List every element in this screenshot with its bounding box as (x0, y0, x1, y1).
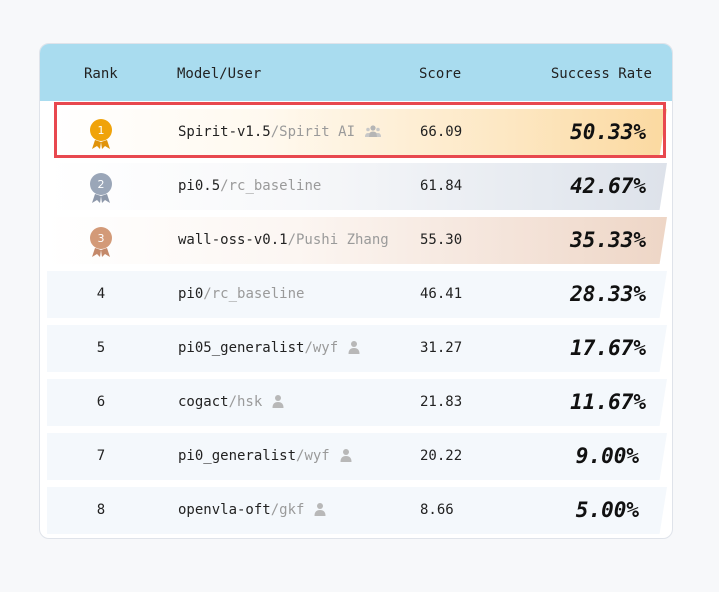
table-row[interactable]: 4 pi0/rc_baseline 46.41 28.33% (47, 271, 667, 318)
bronze-medal-icon: 3 (90, 227, 112, 257)
model-user-cell: openvla-oft/gkf (178, 487, 326, 534)
success-rate-cell: 42.67% (570, 174, 646, 198)
score-cell: 66.09 (420, 124, 463, 140)
svg-text:1: 1 (98, 124, 105, 137)
model-name[interactable]: wall-oss-v0.1 (178, 232, 288, 248)
rank-cell: 2 (47, 163, 155, 210)
person-icon (340, 448, 352, 462)
score-cell: 8.66 (420, 502, 454, 518)
user-name[interactable]: /hsk (228, 394, 263, 410)
model-name[interactable]: pi0 (178, 286, 204, 302)
score-cell: 55.30 (420, 232, 463, 248)
success-rate-cell: 50.33% (570, 120, 646, 144)
score-cell: 21.83 (420, 394, 463, 410)
table-row[interactable]: 8 openvla-oft/gkf 8.66 5.00% (47, 487, 667, 534)
person-icon (272, 394, 284, 408)
table-row[interactable]: 1 Spirit-v1.5/Spirit AI 66.09 50.33% (47, 109, 667, 156)
user-name[interactable]: /Spirit AI (270, 124, 356, 140)
user-name[interactable]: /rc_baseline (220, 178, 322, 194)
header-success-rate[interactable]: Success Rate (550, 66, 652, 82)
model-user-cell: cogact/hsk (178, 379, 284, 426)
success-rate-cell: 28.33% (570, 282, 646, 306)
score-cell: 61.84 (420, 178, 463, 194)
user-name[interactable]: /wyf (304, 340, 339, 356)
header-score[interactable]: Score (419, 66, 462, 82)
score-cell: 20.22 (420, 448, 463, 464)
model-user-cell: wall-oss-v0.1/Pushi Zhang (178, 217, 389, 264)
person-icon (314, 502, 326, 516)
model-name[interactable]: pi05_generalist (178, 340, 305, 356)
leaderboard-card: Rank Model/User Score Success Rate 1 Spi… (39, 43, 673, 539)
rank-cell: 1 (47, 109, 155, 156)
success-rate-cell: 11.67% (570, 390, 646, 414)
user-name[interactable]: /wyf (296, 448, 330, 464)
header-model-user[interactable]: Model/User (177, 66, 262, 82)
score-cell: 31.27 (420, 340, 463, 356)
table-row[interactable]: 2 pi0.5/rc_baseline 61.84 42.67% (47, 163, 667, 210)
rank-cell: 4 (96, 286, 106, 302)
table-row[interactable]: 7 pi0_generalist/wyf 20.22 9.00% (47, 433, 667, 480)
user-name[interactable]: /gkf (270, 502, 305, 518)
success-rate-cell: 9.00% (575, 444, 639, 468)
model-name[interactable]: Spirit-v1.5 (178, 124, 271, 140)
person-icon (348, 340, 360, 354)
table-row[interactable]: 5 pi05_generalist/wyf 31.27 17.67% (47, 325, 667, 372)
user-name[interactable]: /rc_baseline (203, 286, 305, 302)
rank-cell: 8 (96, 502, 106, 518)
silver-medal-icon: 2 (90, 173, 112, 203)
model-user-cell: pi0_generalist/wyf (178, 433, 352, 480)
gold-medal-icon: 1 (90, 119, 112, 149)
success-rate-cell: 35.33% (570, 228, 646, 252)
model-name[interactable]: pi0_generalist (178, 448, 297, 464)
header-rank[interactable]: Rank (84, 66, 118, 82)
table-row[interactable]: 6 cogact/hsk 21.83 11.67% (47, 379, 667, 426)
rank-cell: 3 (47, 217, 155, 264)
model-user-cell: pi0/rc_baseline (178, 271, 304, 318)
score-cell: 46.41 (420, 286, 463, 302)
success-rate-cell: 5.00% (575, 498, 639, 522)
rank-cell: 7 (96, 448, 106, 464)
user-name[interactable]: /Pushi Zhang (287, 232, 389, 248)
rank-cell: 6 (96, 394, 106, 410)
success-rate-cell: 17.67% (570, 336, 646, 360)
svg-text:3: 3 (98, 232, 105, 245)
group-icon (365, 124, 382, 137)
table-header: Rank Model/User Score Success Rate (40, 44, 672, 101)
table-row[interactable]: 3 wall-oss-v0.1/Pushi Zhang 55.30 35.33% (47, 217, 667, 264)
model-user-cell: pi05_generalist/wyf (178, 325, 360, 372)
svg-text:2: 2 (98, 178, 105, 191)
model-user-cell: Spirit-v1.5/Spirit AI (178, 109, 382, 156)
model-user-cell: pi0.5/rc_baseline (178, 163, 321, 210)
model-name[interactable]: pi0.5 (178, 178, 221, 194)
rank-cell: 5 (96, 340, 106, 356)
model-name[interactable]: cogact (178, 394, 229, 410)
model-name[interactable]: openvla-oft (178, 502, 271, 518)
